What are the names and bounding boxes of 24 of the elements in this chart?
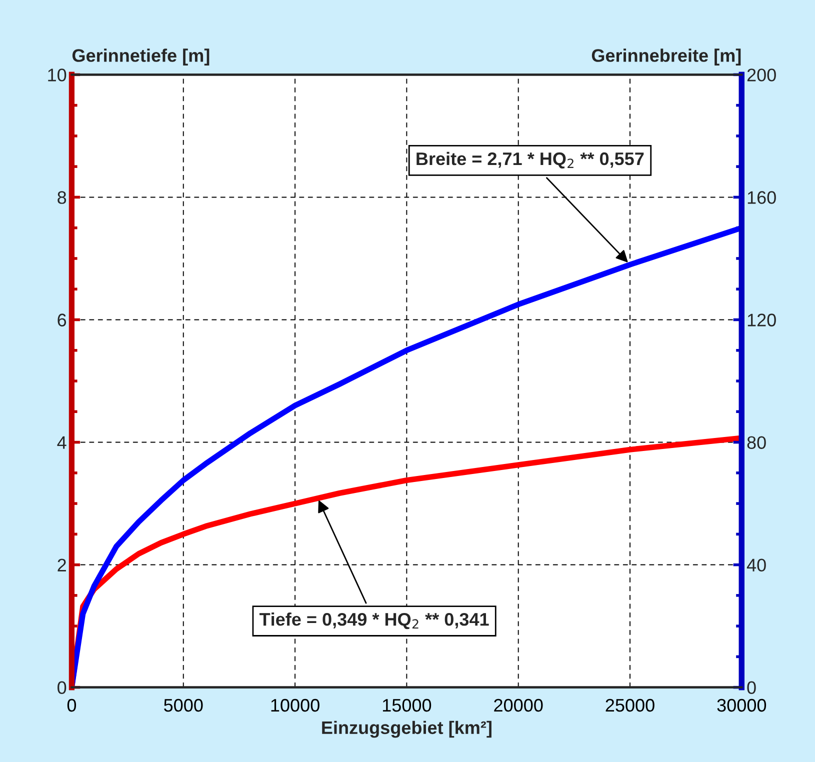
x-tick-label: 30000	[717, 698, 766, 712]
y2-tick-label: 80	[747, 436, 766, 449]
x-tick-label: 20000	[494, 698, 543, 712]
y-tick-label: 2	[58, 558, 66, 572]
x-axis-title: Einzugsgebiet [km²]	[322, 720, 492, 738]
x-tick-label: 0	[67, 698, 76, 712]
y2-axis-title: Gerinnebreite [m]	[592, 48, 741, 66]
y2-tick-label: 0	[747, 681, 756, 694]
annotation: Breite = 2,71 * HQ$_{2}$ ** 0,557	[416, 152, 644, 169]
y-tick-label: 0	[58, 681, 66, 694]
y-tick-label: 6	[58, 314, 66, 326]
y2-tick-label: 160	[748, 191, 776, 204]
y-tick-label: 4	[57, 436, 66, 449]
x-tick-label: 5000	[164, 698, 203, 712]
annotation: Tiefe = 0,349 * HQ$_{2}$ ** 0,341	[259, 612, 489, 630]
y2-tick-label: 40	[746, 558, 766, 572]
x-tick-label: 25000	[606, 698, 654, 712]
y-tick-label: 10	[48, 68, 66, 82]
x-tick-label: 15000	[382, 698, 432, 712]
y2-tick-label: 120	[748, 314, 776, 326]
y2-tick-label: 200	[747, 68, 776, 82]
y-axis-title: Gerinnetiefe [m]	[72, 48, 210, 66]
y-tick-label: 8	[58, 191, 66, 204]
x-tick-label: 10000	[271, 698, 320, 712]
